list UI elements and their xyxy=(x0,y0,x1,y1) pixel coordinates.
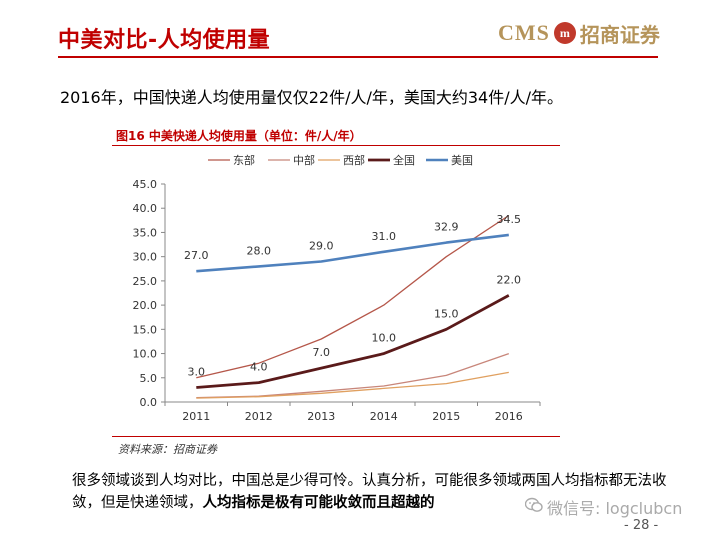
data-label-usa: 31.0 xyxy=(372,230,397,243)
figure-bottom-rule xyxy=(112,436,560,437)
line-chart: 东部 中部 西部 全国 美国 0.0 5.0 10.0 15.0 20.0 25.0 30.0 35.… xyxy=(133,153,541,423)
x-tick-label: 2016 xyxy=(495,410,523,423)
legend-label-east: 东部 xyxy=(233,153,255,167)
chart-source: 资料来源：招商证券 xyxy=(118,443,217,456)
y-tick-label: 30.0 xyxy=(133,251,158,264)
data-label-national: 15.0 xyxy=(434,307,459,320)
y-tick-label: 35.0 xyxy=(133,226,158,239)
x-tick-label: 2015 xyxy=(432,410,460,423)
data-label-national: 7.0 xyxy=(313,346,331,359)
body-text-regular: 很多领域谈到人均对比，中国总是少得可怜。认真分析，可能很多领域两国人均指标都无法… xyxy=(72,473,667,511)
y-tick-label: 45.0 xyxy=(133,178,158,191)
logo-cms-text: CMS xyxy=(498,20,550,45)
logo-badge-icon: m xyxy=(553,22,576,44)
legend-label-central: 中部 xyxy=(293,153,315,167)
company-logo: CMS m 招商证券 xyxy=(498,18,660,48)
legend-label-west: 西部 xyxy=(343,153,365,167)
x-tick-label: 2014 xyxy=(370,410,398,423)
data-label-national: 3.0 xyxy=(188,365,206,378)
data-label-usa: 32.9 xyxy=(434,221,459,234)
x-tick-label: 2011 xyxy=(182,410,210,423)
data-label-usa: 34.5 xyxy=(497,213,522,226)
x-tick-label: 2012 xyxy=(245,410,273,423)
data-label-usa: 28.0 xyxy=(247,244,272,257)
y-tick-label: 0.0 xyxy=(140,396,158,409)
y-tick-label: 25.0 xyxy=(133,275,158,288)
series-line-west xyxy=(196,371,509,399)
wechat-icon xyxy=(524,497,543,517)
page-number: - 28 - xyxy=(624,518,659,533)
intro-text: 2016年，中国快递人均使用量仅仅22件/人/年，美国大约34件/人/年。 xyxy=(60,88,564,107)
series-line-east xyxy=(196,214,510,379)
watermark-text: 微信号: logclubcn xyxy=(547,499,683,518)
slide-title: 中美对比-人均使用量 xyxy=(58,28,271,53)
data-label-usa: 27.0 xyxy=(184,249,209,262)
y-tick-label: 15.0 xyxy=(133,323,158,336)
data-label-national: 10.0 xyxy=(372,332,397,345)
body-text-bold: 人均指标是极有可能收敛而且超越的 xyxy=(202,495,435,511)
series-line-national xyxy=(196,294,510,389)
body-paragraph: 很多领域谈到人均对比，中国总是少得可怜。认真分析，可能很多领域两国人均指标都无法… xyxy=(72,470,692,514)
data-label-national: 4.0 xyxy=(250,361,268,374)
legend-label-national: 全国 xyxy=(393,153,415,167)
legend-label-usa: 美国 xyxy=(451,154,473,167)
title-divider xyxy=(58,56,658,58)
series-line-usa xyxy=(196,233,509,273)
data-label-usa: 29.0 xyxy=(309,240,334,253)
y-tick-label: 5.0 xyxy=(140,372,158,385)
y-tick-label: 20.0 xyxy=(133,299,158,312)
chart-series xyxy=(196,214,510,399)
chart-axes: 0.0 5.0 10.0 15.0 20.0 25.0 30.0 35.0 40.0 45.0 20… xyxy=(133,178,541,423)
chart-legend: 东部 中部 西部 全国 美国 xyxy=(208,153,473,167)
x-tick-label: 2013 xyxy=(307,410,335,423)
logo-cn-text: 招商证券 xyxy=(579,22,660,47)
y-tick-label: 10.0 xyxy=(133,348,158,361)
figure-caption: 图16 中美快递人均使用量（单位：件/人/年） xyxy=(116,129,362,143)
figure-top-rule xyxy=(112,145,560,146)
wechat-watermark: 微信号: logclubcn xyxy=(524,495,683,519)
chart-data-labels: 3.0 4.0 7.0 10.0 15.0 22.0 27.0 28.0 29.0 31.0 32.… xyxy=(184,213,521,379)
y-tick-label: 40.0 xyxy=(133,202,158,215)
data-label-national: 22.0 xyxy=(497,273,522,286)
